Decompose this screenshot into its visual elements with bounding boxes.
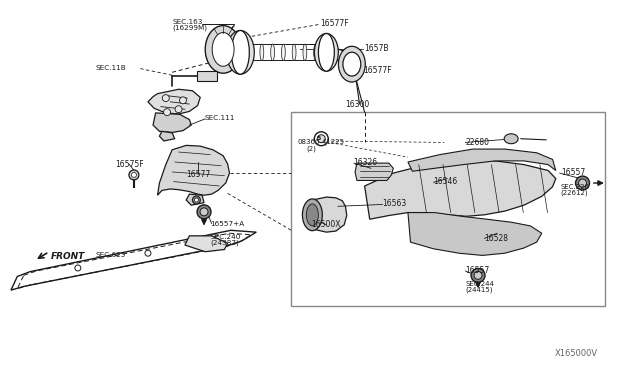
Ellipse shape: [212, 32, 234, 66]
Ellipse shape: [260, 44, 264, 61]
Ellipse shape: [303, 44, 307, 61]
Text: 16546: 16546: [433, 177, 458, 186]
Ellipse shape: [232, 31, 250, 74]
Text: (16299M): (16299M): [172, 25, 207, 31]
Text: (2): (2): [306, 146, 316, 152]
Circle shape: [575, 176, 589, 190]
Ellipse shape: [314, 33, 339, 71]
Text: 16577F: 16577F: [364, 65, 392, 74]
Text: 16326: 16326: [353, 158, 377, 167]
Text: SEC.111: SEC.111: [204, 115, 234, 121]
Text: 1657B: 1657B: [365, 44, 389, 53]
Text: X165000V: X165000V: [554, 350, 598, 359]
Text: 16300: 16300: [345, 100, 369, 109]
Polygon shape: [11, 230, 256, 290]
Polygon shape: [185, 236, 228, 252]
Ellipse shape: [343, 52, 361, 76]
Text: 16577F: 16577F: [320, 19, 349, 28]
Ellipse shape: [504, 134, 518, 144]
Text: (24415): (24415): [465, 287, 493, 294]
Ellipse shape: [319, 33, 334, 71]
Circle shape: [164, 109, 170, 116]
Text: 16563: 16563: [383, 199, 406, 208]
Text: (22612): (22612): [561, 189, 589, 196]
Polygon shape: [408, 212, 541, 256]
Circle shape: [474, 272, 482, 279]
Ellipse shape: [339, 46, 365, 82]
Ellipse shape: [314, 44, 317, 61]
Bar: [197, 71, 217, 81]
Ellipse shape: [302, 199, 323, 231]
Text: SEC.226: SEC.226: [561, 184, 590, 190]
Circle shape: [471, 269, 485, 282]
Polygon shape: [408, 149, 556, 171]
Circle shape: [314, 132, 328, 146]
Circle shape: [75, 265, 81, 271]
Circle shape: [129, 170, 139, 180]
Circle shape: [145, 250, 151, 256]
Polygon shape: [186, 194, 204, 205]
Ellipse shape: [205, 26, 241, 73]
Text: SEC.244: SEC.244: [465, 281, 494, 287]
Ellipse shape: [282, 44, 285, 61]
Text: 16577: 16577: [186, 170, 211, 179]
Circle shape: [163, 94, 169, 102]
Ellipse shape: [249, 44, 253, 61]
Circle shape: [197, 205, 211, 219]
Ellipse shape: [292, 44, 296, 61]
Circle shape: [131, 173, 136, 177]
Bar: [291, 112, 605, 306]
Circle shape: [195, 198, 198, 202]
Text: 22680: 22680: [465, 138, 490, 147]
Circle shape: [193, 196, 200, 204]
Polygon shape: [157, 145, 230, 195]
Text: 16557+A: 16557+A: [211, 221, 244, 227]
Text: 16500X: 16500X: [311, 220, 340, 229]
Ellipse shape: [227, 31, 254, 74]
Circle shape: [175, 106, 182, 113]
Text: (24387): (24387): [211, 240, 239, 246]
Ellipse shape: [324, 44, 328, 61]
Polygon shape: [308, 197, 347, 232]
Ellipse shape: [307, 204, 318, 226]
Circle shape: [579, 179, 586, 187]
Text: SEC.11B: SEC.11B: [96, 65, 127, 71]
Text: SEC.625: SEC.625: [96, 253, 126, 259]
Circle shape: [317, 135, 325, 143]
Polygon shape: [365, 161, 556, 219]
Text: SEC.163: SEC.163: [172, 19, 202, 25]
Ellipse shape: [239, 44, 243, 61]
Polygon shape: [153, 113, 191, 132]
Ellipse shape: [271, 44, 275, 61]
Text: 16528: 16528: [484, 234, 508, 243]
Text: 16575F: 16575F: [115, 160, 143, 169]
Text: SEC.240: SEC.240: [211, 234, 241, 240]
Polygon shape: [148, 89, 200, 114]
Circle shape: [179, 97, 186, 104]
Text: 08360-41225: 08360-41225: [298, 140, 345, 145]
Polygon shape: [355, 163, 394, 180]
Text: 16557: 16557: [465, 266, 490, 275]
Polygon shape: [159, 131, 175, 141]
Text: FRONT: FRONT: [51, 251, 85, 261]
Circle shape: [200, 208, 208, 216]
Text: 16557: 16557: [561, 168, 585, 177]
Text: 5: 5: [317, 136, 321, 141]
